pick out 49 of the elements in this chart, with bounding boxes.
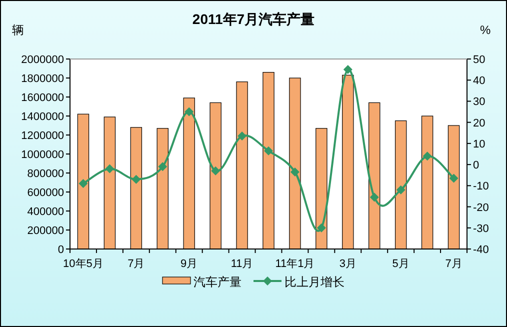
- point: [370, 192, 379, 202]
- y-tick-label: 1000000: [21, 149, 64, 161]
- y-tick-label: 0: [58, 244, 64, 256]
- x-tick-label: 3月: [339, 258, 356, 270]
- point: [184, 107, 194, 116]
- x-tick-label: 9月: [180, 258, 198, 270]
- point: [132, 174, 141, 184]
- point: [343, 65, 352, 74]
- point: [78, 179, 88, 188]
- point: [238, 132, 247, 141]
- x-tick-label: 11月: [230, 258, 254, 270]
- y2-tick-label: 30: [473, 96, 486, 108]
- y2-tick-label: 0: [473, 160, 480, 172]
- y2-tick-label: -20: [473, 202, 489, 214]
- x-tick-label: 11年1月: [275, 258, 315, 270]
- point: [264, 146, 273, 156]
- y-tick-label: 1800000: [21, 73, 64, 85]
- y2-tick-label: -30: [473, 222, 489, 235]
- y-tick-label: 1600000: [21, 92, 64, 104]
- y-tick-label: 1400000: [21, 111, 64, 123]
- y2-tick-label: -40: [473, 244, 489, 256]
- y2-tick-label: 40: [473, 75, 486, 88]
- x-tick-label: 10年5月: [63, 258, 104, 270]
- point: [449, 174, 458, 183]
- y2-axis-title: %: [480, 23, 491, 37]
- y-tick-label: 600000: [27, 187, 64, 199]
- legend-label: 比上月增长: [284, 275, 344, 289]
- y-axis-title: 辆: [12, 23, 24, 37]
- point: [105, 164, 114, 174]
- y-tick-label: 2000000: [21, 54, 64, 66]
- y2-tick-label: -10: [473, 180, 489, 193]
- point: [290, 167, 300, 176]
- x-tick-label: 7月: [445, 258, 462, 270]
- y2-tick-label: 20: [473, 117, 486, 130]
- chart-title: 2011年7月汽车产量: [192, 11, 315, 27]
- y-tick-label: 400000: [27, 206, 64, 218]
- y-tick-label: 200000: [27, 225, 64, 237]
- y-tick-label: 1200000: [21, 130, 64, 142]
- x-tick-label: 5月: [392, 258, 410, 270]
- legend-label: 汽车产量: [194, 275, 242, 289]
- point: [158, 162, 168, 172]
- x-tick-label: 7月: [128, 258, 145, 270]
- point: [316, 223, 326, 232]
- y2-tick-label: 50: [473, 54, 486, 66]
- y2-tick-label: 10: [473, 138, 486, 150]
- point: [211, 166, 220, 176]
- point: [422, 152, 432, 161]
- y-tick-label: 800000: [27, 168, 64, 180]
- point: [396, 185, 406, 194]
